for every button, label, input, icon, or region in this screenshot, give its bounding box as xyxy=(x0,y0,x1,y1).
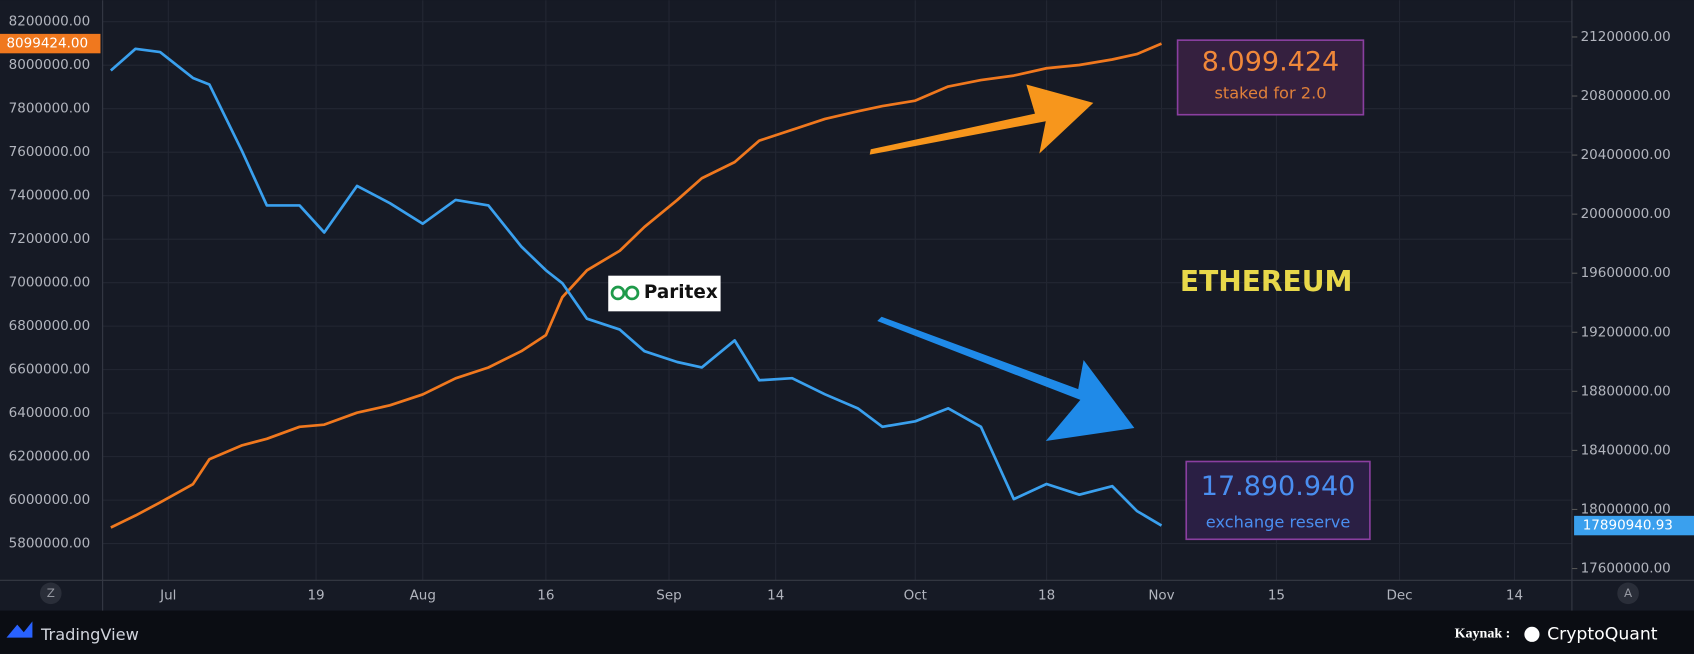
y-tick-label: 6600000.00 xyxy=(9,362,91,378)
x-tick-label: 14 xyxy=(1506,587,1523,603)
reserve-caption: exchange reserve xyxy=(1206,513,1351,532)
y-tick-label: 6400000.00 xyxy=(9,405,91,421)
y-tick-label: 7000000.00 xyxy=(9,275,91,291)
y2-tick-label: 18400000.00 xyxy=(1581,442,1671,458)
y-tick-label: 6000000.00 xyxy=(9,492,91,508)
x-tick-label: 18 xyxy=(1038,587,1055,603)
x-tick-label: Sep xyxy=(656,587,681,603)
y-tick-label: 8200000.00 xyxy=(9,14,91,30)
left-button-label[interactable]: Z xyxy=(47,586,55,600)
logo-text: Paritex xyxy=(644,282,718,303)
reserve-total: 17.890.940 xyxy=(1201,471,1356,502)
lines xyxy=(109,42,1163,529)
y-tick-label: 8000000.00 xyxy=(9,57,91,73)
down-arrow xyxy=(877,316,1135,441)
y-tick-label: 6800000.00 xyxy=(9,318,91,334)
staked-total: 8.099.424 xyxy=(1202,46,1339,77)
last-value-tag xyxy=(1574,515,1694,536)
platform-name[interactable]: TradingView xyxy=(40,625,139,644)
logo-icon xyxy=(610,285,626,301)
y2-tick-label: 18000000.00 xyxy=(1581,501,1671,517)
staked-caption: staked for 2.0 xyxy=(1214,84,1326,103)
source-label: Kaynak : xyxy=(1455,626,1511,642)
y-tick-label: 5800000.00 xyxy=(9,536,91,552)
y2-tick-label: 21200000.00 xyxy=(1581,29,1671,45)
y2-tick-label: 20800000.00 xyxy=(1581,88,1671,104)
y-tick-label: 7200000.00 xyxy=(9,231,91,247)
series-line xyxy=(110,42,1163,529)
y2-tick-label: 20000000.00 xyxy=(1581,206,1671,222)
x-tick-label: 15 xyxy=(1268,587,1285,603)
platform-logo xyxy=(6,621,33,638)
right-button[interactable] xyxy=(1617,582,1639,605)
x-tick-label: 19 xyxy=(307,587,324,603)
x-tick-label: Aug xyxy=(410,587,436,603)
staked-box xyxy=(1176,39,1365,116)
y2-tick-label: 20400000.00 xyxy=(1581,147,1671,163)
asset-label: ETHEREUM xyxy=(1180,265,1353,298)
x-tick-label: 16 xyxy=(537,587,554,603)
last-value-tag xyxy=(0,33,101,54)
y-tick-label: 7600000.00 xyxy=(9,144,91,160)
last-value-label: 17890940.93 xyxy=(1583,518,1673,534)
x-tick-label: Oct xyxy=(904,587,927,603)
x-tick-label: Jul xyxy=(159,587,176,603)
y-tick-label: 7400000.00 xyxy=(9,188,91,204)
reserve-box xyxy=(1185,460,1371,541)
y2-tick-label: 18800000.00 xyxy=(1581,383,1671,399)
y2-tick-label: 17600000.00 xyxy=(1581,561,1671,577)
x-tick-label: 14 xyxy=(767,587,784,603)
up-arrow xyxy=(869,84,1094,155)
last-value-label: 8099424.00 xyxy=(6,36,88,52)
logo-icon xyxy=(624,285,640,301)
y-tick-label: 6200000.00 xyxy=(9,449,91,465)
y-tick-label: 7800000.00 xyxy=(9,101,91,117)
x-tick-label: Dec xyxy=(1386,587,1412,603)
left-button[interactable] xyxy=(39,582,62,605)
source-name: CryptoQuant xyxy=(1547,624,1658,644)
y2-tick-label: 19200000.00 xyxy=(1581,324,1671,340)
series-line xyxy=(109,47,1163,527)
footer-bar xyxy=(0,610,1694,654)
source-logo xyxy=(1524,626,1540,642)
x-tick-label: Nov xyxy=(1148,587,1174,603)
right-button-label[interactable]: A xyxy=(1624,586,1633,600)
y2-tick-label: 19600000.00 xyxy=(1581,265,1671,281)
